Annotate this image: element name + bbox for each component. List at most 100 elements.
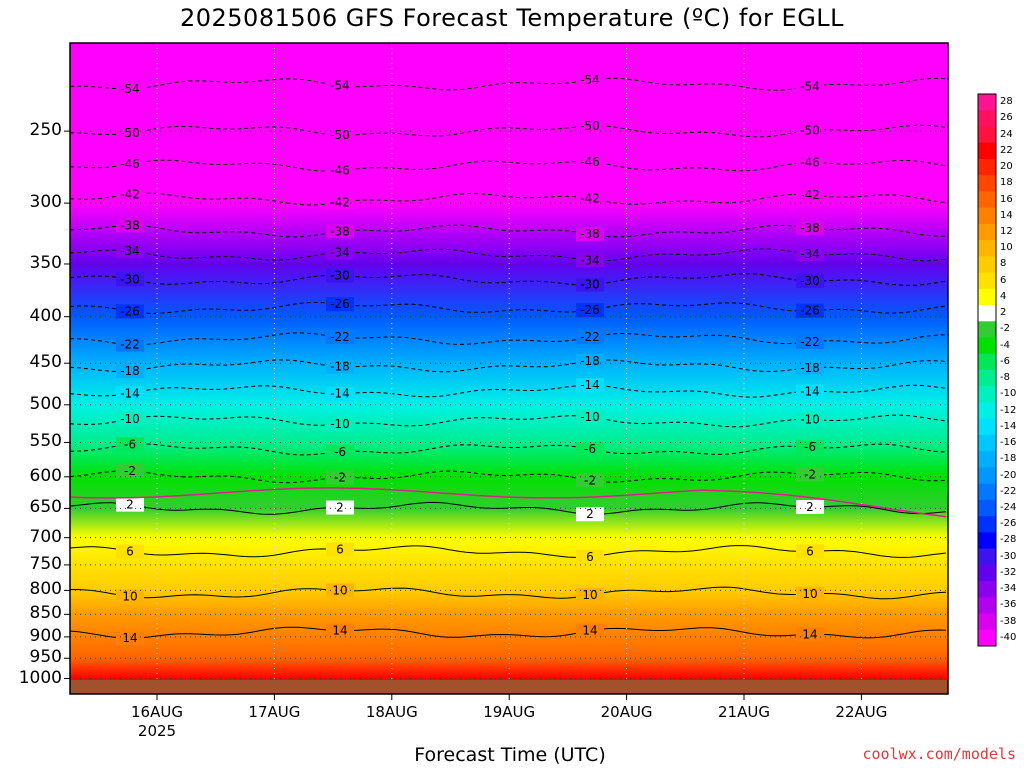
- contour-label: -14: [330, 387, 350, 401]
- contour-label: -54: [330, 79, 350, 93]
- contour-label-bg: [326, 330, 354, 345]
- contour-label-bg: [116, 304, 144, 319]
- x-tick-label: 22AUG: [835, 703, 888, 721]
- contour-label: -30: [120, 272, 140, 286]
- contour-label-bg: [796, 303, 824, 318]
- colorbar-label: 18: [1000, 177, 1013, 189]
- contour-label: -22: [330, 330, 350, 344]
- contour-label: 2: [126, 498, 134, 512]
- colorbar-label: 24: [1000, 128, 1013, 140]
- colorbar-swatch: [978, 175, 996, 192]
- x-tick-label: 18AUG: [365, 703, 418, 721]
- contour-label-bg: [576, 154, 604, 169]
- contour-label-bg: [326, 444, 354, 459]
- y-tick-marks: [64, 130, 70, 680]
- contour-label: -46: [120, 157, 140, 171]
- colorbar-swatch: [978, 223, 996, 241]
- contour-label-bg: [576, 253, 604, 268]
- colorbar-label: -32: [1000, 566, 1017, 578]
- contour-label-bg: [796, 360, 824, 375]
- y-tick-label: 950: [29, 647, 62, 668]
- contour-label-bg: [576, 623, 604, 638]
- contour-label: -34: [120, 244, 140, 258]
- colorbar-swatch: [978, 337, 996, 355]
- contour-label: 14: [582, 624, 597, 638]
- contour-label: -10: [330, 417, 350, 431]
- chart-title: 2025081506 GFS Forecast Temperature (ºC)…: [179, 4, 845, 32]
- colorbar-swatch: [978, 272, 996, 290]
- contour-label-bg: [326, 128, 354, 143]
- colorbar-label: 26: [1000, 112, 1013, 124]
- contour-label: -18: [120, 364, 140, 378]
- contour-label-bg: [576, 507, 604, 522]
- contour-label-bg: [796, 627, 824, 642]
- contour-label: -50: [120, 126, 140, 140]
- x-axis-label: Forecast Time (UTC): [414, 744, 606, 766]
- contour-label: -34: [330, 245, 350, 259]
- contour-label: -46: [580, 155, 600, 169]
- x-tick-label: 21AUG: [718, 703, 770, 721]
- contour-label-bg: [116, 243, 144, 258]
- contour-label-bg: [116, 81, 144, 96]
- y-tick-label: 800: [29, 579, 62, 600]
- contour-label-bg: [116, 497, 144, 512]
- contour-label-bg: [326, 268, 354, 283]
- contour-label: -26: [580, 303, 600, 317]
- contour-label-bg: [326, 470, 354, 485]
- colorbar-label: -2: [1000, 323, 1010, 335]
- contour-label-bg: [796, 79, 824, 94]
- y-tick-label: 700: [29, 526, 62, 547]
- colorbar-label: -34: [1000, 583, 1017, 595]
- contour-label-bg: [796, 123, 824, 138]
- y-tick-label: 350: [29, 252, 62, 273]
- contour-label-bg: [116, 386, 144, 401]
- contour-label: -14: [800, 384, 820, 398]
- colorbar-swatch: [978, 499, 996, 517]
- contour-label-bg: [116, 218, 144, 233]
- contour-label-bg: [576, 303, 604, 318]
- colorbar-frame: [977, 93, 997, 647]
- colorbar-swatch: [978, 94, 996, 111]
- colorbar-swatch: [978, 548, 996, 566]
- colorbar-label: -30: [1000, 550, 1017, 562]
- contour-label-bg: [116, 544, 144, 559]
- contour-label: 6: [586, 550, 594, 564]
- contour-label: -6: [334, 445, 346, 459]
- colorbar-label: 10: [1000, 242, 1013, 254]
- contour-label: 14: [122, 631, 137, 645]
- y-tick-label: 500: [29, 393, 62, 414]
- contour-label-bg: [116, 364, 144, 379]
- colorbar-swatch: [978, 256, 996, 274]
- contour-label-bg: [326, 386, 354, 401]
- contour-label-bg: [326, 245, 354, 260]
- contour-label: 2: [336, 501, 344, 515]
- contour-label-bg: [576, 588, 604, 603]
- colorbar-swatch: [978, 467, 996, 485]
- contour-label-bg: [796, 384, 824, 399]
- contour-label: -38: [580, 227, 600, 241]
- contour-label-bg: [326, 500, 354, 515]
- colorbar-label: -14: [1000, 420, 1017, 432]
- contour-label-bg: [326, 417, 354, 432]
- colorbar-swatch: [978, 483, 996, 501]
- contour-label-bg: [116, 272, 144, 287]
- contour-label: 6: [126, 545, 134, 559]
- contour-label: -2: [124, 464, 136, 478]
- contour-label: -38: [330, 224, 350, 238]
- colorbar-label: 28: [1000, 96, 1013, 108]
- colorbar-label: -20: [1000, 469, 1017, 481]
- contour-label-bg: [796, 246, 824, 261]
- contour-label-bg: [116, 631, 144, 646]
- grid-layer: [70, 43, 948, 680]
- credit-link[interactable]: coolwx.com/models: [862, 745, 1016, 763]
- contour-label: 14: [332, 624, 347, 638]
- contour-label: -54: [580, 73, 600, 87]
- contour-label-bg: [116, 187, 144, 202]
- contour-label: -30: [580, 278, 600, 292]
- colorbar-label: -12: [1000, 404, 1017, 416]
- colorbar-swatch: [978, 402, 996, 420]
- contour-layer: -54 -54 -54 -54 -50 -50 -50 -50 -46 -46 -46 -46 -42 -…: [69, 73, 947, 646]
- contour-label: -22: [120, 338, 140, 352]
- colorbar-swatch: [978, 142, 996, 160]
